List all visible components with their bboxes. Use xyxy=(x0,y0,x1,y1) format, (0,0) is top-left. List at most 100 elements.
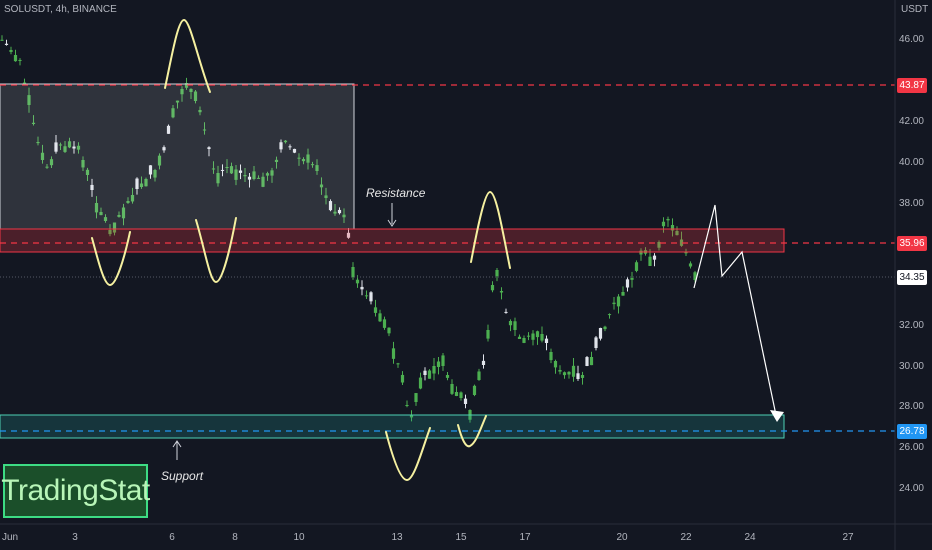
candle-body xyxy=(558,370,562,372)
candle-body xyxy=(508,321,513,326)
candle-body xyxy=(0,39,4,41)
candle-body xyxy=(130,195,135,202)
candle-body xyxy=(135,178,139,189)
candle-body xyxy=(243,175,247,177)
price-tick: 38.00 xyxy=(898,198,924,209)
candle-body xyxy=(441,355,445,366)
time-label: 27 xyxy=(842,532,854,543)
price-tag-resistance-high: 43.87 xyxy=(897,78,927,93)
candle-body xyxy=(76,145,81,150)
candle-body xyxy=(693,272,697,280)
candle-body xyxy=(148,165,153,175)
candle-body xyxy=(589,357,594,366)
candle-body xyxy=(306,154,310,163)
candle-body xyxy=(193,91,198,101)
symbol-label[interactable]: SOLUSDT, 4h, BINANCE xyxy=(4,4,117,15)
candle-body xyxy=(63,146,67,152)
candle-body xyxy=(432,366,436,374)
candle-body xyxy=(387,327,391,334)
candle-body xyxy=(445,375,450,378)
candle-body xyxy=(427,370,432,379)
price-tick: 42.00 xyxy=(898,116,924,127)
candle-body xyxy=(153,170,157,178)
candle-body xyxy=(225,167,229,168)
price-tag-resistance: 35.96 xyxy=(897,236,927,251)
candle-body xyxy=(117,215,121,217)
price-tick: 24.00 xyxy=(898,483,924,494)
candle-body xyxy=(360,286,364,290)
time-label: 13 xyxy=(391,532,403,543)
candle-body xyxy=(220,169,225,171)
candle-body xyxy=(9,50,13,52)
candle-body xyxy=(36,142,40,144)
candle-body xyxy=(472,385,477,395)
resistance-zone xyxy=(0,228,785,253)
candle-body xyxy=(22,82,27,84)
candle-body xyxy=(121,207,126,219)
candle-body xyxy=(567,371,571,375)
candle-body xyxy=(216,173,220,184)
time-label: 20 xyxy=(616,532,628,543)
candle-body xyxy=(517,336,522,339)
consolidation-zone xyxy=(0,83,355,230)
candle-body xyxy=(85,169,90,175)
candle-body xyxy=(319,184,324,188)
price-tick: 28.00 xyxy=(898,401,924,412)
price-tag-last: 34.35 xyxy=(897,270,927,285)
candle-body xyxy=(256,177,261,179)
candle-body xyxy=(310,164,315,166)
time-label: 8 xyxy=(232,532,238,543)
candle-body xyxy=(580,375,585,378)
candle-body xyxy=(67,141,72,148)
candle-body xyxy=(382,319,387,328)
price-tick: 40.00 xyxy=(898,157,924,168)
candle-body xyxy=(297,157,301,159)
candle-body xyxy=(670,225,675,231)
candle-body xyxy=(526,335,531,337)
top-marker-1 xyxy=(164,18,211,93)
candle-body xyxy=(54,142,58,152)
candle-body xyxy=(607,314,612,316)
candle-body xyxy=(684,252,688,254)
candle-body xyxy=(180,89,184,95)
top-marker-2 xyxy=(470,190,511,269)
candle-body xyxy=(594,337,598,348)
candle-body xyxy=(414,393,418,402)
price-tick: 46.00 xyxy=(898,34,924,45)
candle-body xyxy=(238,170,243,173)
candle-body xyxy=(184,83,189,88)
candle-body xyxy=(553,361,558,368)
candle-body xyxy=(211,168,216,170)
candle-body xyxy=(31,122,36,124)
candle-body xyxy=(324,195,328,198)
candle-body xyxy=(486,330,490,339)
candle-body xyxy=(648,256,652,266)
candle-body xyxy=(355,279,360,284)
candle-body xyxy=(688,263,693,267)
candle-body xyxy=(45,166,49,168)
candle-body xyxy=(27,95,31,105)
candle-body xyxy=(94,203,99,213)
candle-body xyxy=(261,176,265,187)
candle-body xyxy=(103,217,108,221)
candle-body xyxy=(621,292,625,296)
tradingstat-logo: TradingStat xyxy=(1,464,150,518)
candle-body xyxy=(531,333,535,340)
candle-body xyxy=(535,331,540,338)
candle-body xyxy=(252,171,256,179)
candle-body xyxy=(189,88,193,92)
projection-path xyxy=(693,204,778,421)
candle-body xyxy=(504,311,508,313)
time-label: 22 xyxy=(680,532,692,543)
candle-body xyxy=(405,405,409,406)
price-axis-currency: USDT xyxy=(901,4,929,15)
candle-body xyxy=(49,159,54,166)
candle-body xyxy=(661,221,666,227)
candle-body xyxy=(144,179,148,187)
candle-body xyxy=(463,398,468,404)
candle-body xyxy=(369,292,373,302)
candle-body xyxy=(652,255,657,260)
price-tag-support: 26.78 xyxy=(897,424,927,439)
